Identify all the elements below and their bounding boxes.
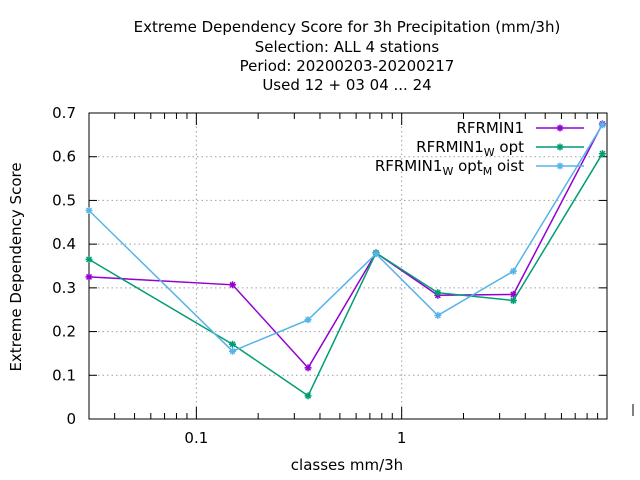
- grid: [89, 113, 607, 419]
- y-tick-labels: 0 0.1 0.2 0.3 0.4 0.5 0.6 0.7: [52, 104, 76, 428]
- marker-d2: [434, 312, 441, 319]
- marker-d2: [229, 341, 236, 348]
- x-axis-label: classes mm/3h: [291, 456, 403, 474]
- marker-d2: [599, 150, 606, 157]
- marker-d2: [510, 297, 517, 304]
- data-point: [304, 316, 312, 324]
- data-point: [229, 347, 237, 355]
- y-tick-label: 0.7: [52, 104, 76, 122]
- y-tick-label: 0.5: [52, 191, 76, 209]
- data-point: [509, 267, 517, 275]
- marker-d2: [85, 207, 93, 214]
- y-tick-label: 0: [66, 410, 76, 428]
- marker-d2: [305, 392, 312, 399]
- marker-d2: [305, 364, 312, 371]
- marker-d2: [434, 289, 441, 296]
- data-point: [434, 311, 442, 319]
- legend-marker: [556, 143, 564, 151]
- data-point: [598, 150, 606, 158]
- data-point: [509, 290, 517, 298]
- legend-marker: [556, 124, 564, 132]
- data-point: [229, 340, 237, 348]
- series-2: [85, 150, 606, 400]
- title-line-1: Extreme Dependency Score for 3h Precipit…: [134, 18, 561, 36]
- series-layer: [85, 120, 606, 400]
- legend-label: RFRMIN1: [456, 119, 524, 137]
- y-tick-label: 0.1: [52, 366, 76, 384]
- marker-d2: [85, 273, 93, 280]
- y-axis-label: Extreme Dependency Score: [7, 162, 25, 371]
- legend-label: RFRMIN1W optM oist: [375, 157, 524, 178]
- x-tick-labels: 0.1 1: [184, 429, 406, 447]
- legend-subscript: M: [483, 165, 493, 178]
- marker-d2: [556, 162, 564, 170]
- data-point: [229, 281, 237, 289]
- series-3: [85, 121, 606, 355]
- series-line: [88, 153, 604, 397]
- legend-subscript: W: [484, 146, 495, 159]
- y-tick-label: 0.6: [52, 148, 76, 166]
- series-1: [85, 120, 606, 372]
- data-point: [509, 297, 517, 305]
- marker-d2: [305, 316, 312, 323]
- y-tick-label: 0.3: [52, 279, 76, 297]
- plot-frame: [88, 112, 608, 420]
- data-point: [85, 255, 93, 263]
- y-tick-label: 0.4: [52, 235, 76, 253]
- marker-d2: [229, 281, 236, 288]
- legend-text-part: oist: [492, 157, 524, 175]
- data-point: [304, 392, 312, 400]
- legend-subscript: W: [442, 165, 453, 178]
- title-line-2: Selection: ALL 4 stations: [255, 38, 440, 56]
- legend-text-part: opt: [495, 138, 524, 156]
- legend-text-part: RFRMIN1: [375, 157, 443, 175]
- legend-marker: [556, 162, 564, 170]
- data-point: [598, 121, 606, 129]
- legend-text-part: RFRMIN1: [416, 138, 484, 156]
- marker-d2: [556, 124, 564, 132]
- data-point: [434, 289, 442, 297]
- marker-d2: [229, 348, 236, 355]
- axis-ticks: [89, 112, 607, 420]
- x-tick-label: 1: [397, 429, 407, 447]
- x-tick-label: 0.1: [184, 429, 208, 447]
- data-point: [85, 206, 93, 214]
- marker-d2: [85, 256, 93, 263]
- title-line-3: Period: 20200203-20200217: [240, 57, 455, 75]
- data-point: [304, 364, 312, 372]
- y-tick-label: 0.2: [52, 323, 76, 341]
- legend-text-part: RFRMIN1: [456, 119, 524, 137]
- legend-text-part: opt: [453, 157, 482, 175]
- title-line-4: Used 12 + 03 04 ... 24: [262, 76, 431, 94]
- marker-d2: [599, 121, 606, 128]
- legend-label: RFRMIN1W opt: [416, 138, 524, 159]
- marker-d2: [372, 250, 380, 257]
- marker-d2: [556, 143, 564, 151]
- data-point: [85, 273, 93, 281]
- data-point: [372, 250, 380, 258]
- chart-title: Extreme Dependency Score for 3h Precipit…: [134, 18, 561, 94]
- marker-d2: [510, 291, 517, 298]
- marker-d2: [510, 268, 517, 275]
